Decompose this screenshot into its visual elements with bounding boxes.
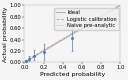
X-axis label: Predicted probability: Predicted probability	[40, 72, 105, 77]
Y-axis label: Actual probability: Actual probability	[3, 6, 8, 62]
Legend: Ideal, Logistic calibration, Naive pre-analytic: Ideal, Logistic calibration, Naive pre-a…	[54, 8, 119, 30]
